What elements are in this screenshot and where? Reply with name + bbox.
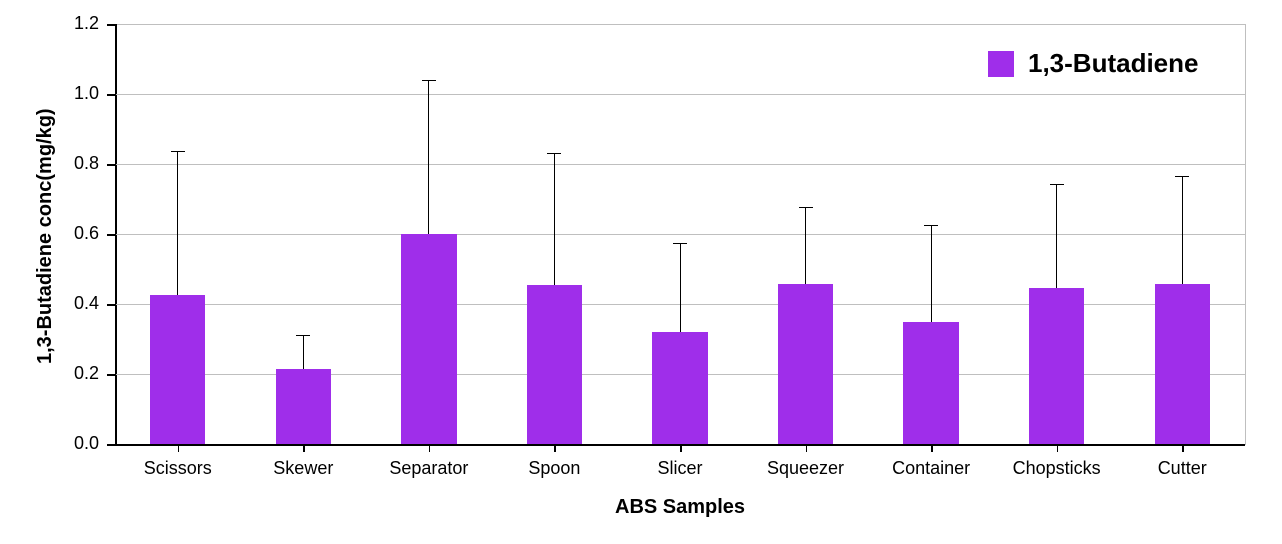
x-tick — [178, 444, 180, 452]
error-bar — [428, 80, 429, 233]
error-cap — [1175, 176, 1189, 177]
y-tick — [107, 94, 115, 96]
x-tick-label: Squeezer — [743, 458, 869, 479]
error-cap — [422, 80, 436, 81]
error-bar — [1182, 176, 1183, 285]
bar-chart: 1,3-Butadiene conc(mg/kg) ABS Samples 1,… — [0, 0, 1282, 544]
error-cap — [296, 335, 310, 336]
y-tick-label: 0.0 — [0, 433, 99, 454]
bar — [1029, 288, 1084, 444]
y-tick — [107, 164, 115, 166]
y-tick-label: 0.6 — [0, 223, 99, 244]
gridline — [116, 234, 1245, 235]
bar — [778, 284, 833, 444]
legend-swatch — [988, 51, 1014, 77]
x-tick — [1057, 444, 1059, 452]
bar — [276, 369, 331, 444]
y-tick-label: 1.0 — [0, 83, 99, 104]
y-tick — [107, 304, 115, 306]
error-cap — [924, 225, 938, 226]
error-bar — [1056, 184, 1057, 288]
x-tick — [680, 444, 682, 452]
y-tick — [107, 24, 115, 26]
gridline — [116, 164, 1245, 165]
error-bar — [177, 151, 178, 295]
bar — [903, 322, 958, 444]
error-bar — [303, 335, 304, 369]
y-tick-label: 0.2 — [0, 363, 99, 384]
error-cap — [1050, 184, 1064, 185]
x-tick-label: Container — [868, 458, 994, 479]
error-bar — [805, 207, 806, 284]
bar — [652, 332, 707, 444]
error-cap — [673, 243, 687, 244]
x-tick-label: Separator — [366, 458, 492, 479]
error-cap — [799, 207, 813, 208]
x-tick-label: Chopsticks — [994, 458, 1120, 479]
y-tick — [107, 374, 115, 376]
bar — [1155, 284, 1210, 444]
x-tick — [1182, 444, 1184, 452]
y-tick-label: 1.2 — [0, 13, 99, 34]
bar — [527, 285, 582, 444]
y-tick-label: 0.8 — [0, 153, 99, 174]
error-bar — [554, 153, 555, 285]
x-tick-label: Scissors — [115, 458, 241, 479]
legend: 1,3-Butadiene — [978, 44, 1209, 83]
error-bar — [680, 243, 681, 332]
x-tick-label: Cutter — [1119, 458, 1245, 479]
bar — [401, 234, 456, 444]
x-tick-label: Skewer — [241, 458, 367, 479]
legend-label: 1,3-Butadiene — [1028, 48, 1199, 79]
y-tick — [107, 234, 115, 236]
x-tick — [429, 444, 431, 452]
x-tick — [303, 444, 305, 452]
y-tick-label: 0.4 — [0, 293, 99, 314]
error-cap — [171, 151, 185, 152]
x-tick-label: Slicer — [617, 458, 743, 479]
x-tick — [806, 444, 808, 452]
bar — [150, 295, 205, 444]
x-axis-label: ABS Samples — [615, 496, 745, 519]
x-tick — [554, 444, 556, 452]
gridline — [116, 94, 1245, 95]
x-tick — [931, 444, 933, 452]
y-tick — [107, 444, 115, 446]
x-tick-label: Spoon — [492, 458, 618, 479]
error-cap — [547, 153, 561, 154]
error-bar — [931, 225, 932, 322]
